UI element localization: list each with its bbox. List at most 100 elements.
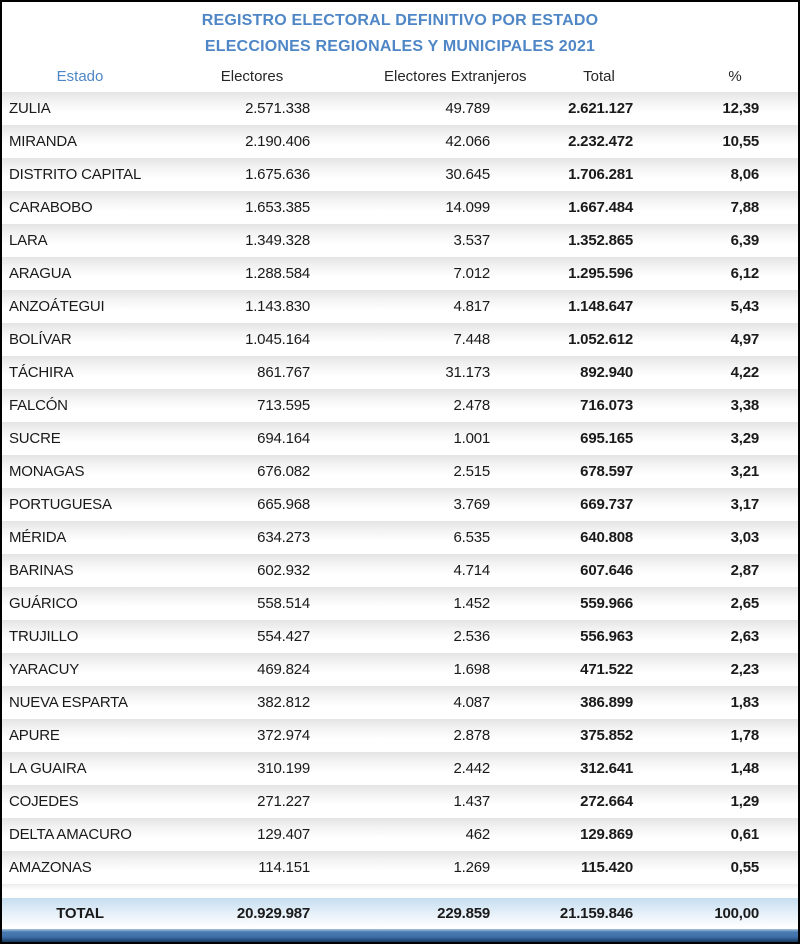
table-row: LA GUAIRA 310.199 2.442 312.641 1,48 — [2, 752, 798, 785]
extranjeros-cell: 1.452 — [453, 595, 490, 612]
state-name-cell: MIRANDA — [9, 133, 77, 150]
total-cell: 471.522 — [580, 661, 633, 678]
state-name-cell: ZULIA — [9, 100, 51, 117]
column-header-total: Total — [583, 67, 615, 85]
percent-cell: 3,29 — [730, 430, 760, 447]
percent-cell: 10,55 — [722, 133, 759, 150]
total-cell: 1.667.484 — [568, 199, 633, 216]
percent-cell: 3,38 — [730, 397, 760, 414]
total-cell: 1.352.865 — [568, 232, 633, 249]
percent-cell: 1,83 — [730, 694, 760, 711]
table-row: BOLÍVAR 1.045.164 7.448 1.052.612 4,97 — [2, 323, 798, 356]
percent-cell: 7,88 — [730, 199, 760, 216]
table-row: BARINAS 602.932 4.714 607.646 2,87 — [2, 554, 798, 587]
state-name-cell: ARAGUA — [9, 265, 72, 282]
electores-cell: 271.227 — [257, 793, 310, 810]
percent-cell: 4,22 — [730, 364, 760, 381]
table-row: ZULIA 2.571.338 49.789 2.621.127 12,39 — [2, 92, 798, 125]
total-cell: 312.641 — [580, 760, 633, 777]
column-header-electores: Electores — [220, 67, 284, 85]
percent-cell: 0,55 — [730, 859, 760, 876]
table-footer: TOTAL 20.929.987 229.859 21.159.846 100,… — [2, 884, 798, 929]
electores-cell: 1.045.164 — [245, 331, 310, 348]
percent-cell: 1,29 — [730, 793, 760, 810]
extranjeros-cell: 4.714 — [453, 562, 490, 579]
electores-cell: 554.427 — [257, 628, 310, 645]
state-name-cell: COJEDES — [9, 793, 79, 810]
extranjeros-cell: 30.645 — [445, 166, 490, 183]
electores-cell: 469.824 — [257, 661, 310, 678]
table-body: ZULIA 2.571.338 49.789 2.621.127 12,39 MIRAND… — [2, 92, 798, 884]
column-header-electores-extranjeros: Electores Extranjeros — [384, 67, 527, 85]
extranjeros-cell: 49.789 — [445, 100, 490, 117]
total-cell: 892.940 — [580, 364, 633, 381]
percent-cell: 2,63 — [730, 628, 760, 645]
extranjeros-cell: 7.448 — [453, 331, 490, 348]
total-cell: 1.295.596 — [568, 265, 633, 282]
electores-cell: 634.273 — [257, 529, 310, 546]
total-percent-cell: 100,00 — [714, 905, 759, 922]
electores-cell: 310.199 — [257, 760, 310, 777]
extranjeros-cell: 3.769 — [453, 496, 490, 513]
extranjeros-cell: 4.087 — [453, 694, 490, 711]
total-total-cell: 21.159.846 — [559, 905, 633, 922]
state-name-cell: SUCRE — [9, 430, 61, 447]
header-row: Estado Electores Electores Extranjeros T… — [2, 60, 798, 92]
extranjeros-cell: 6.535 — [453, 529, 490, 546]
state-name-cell: NUEVA ESPARTA — [9, 694, 128, 711]
total-cell: 375.852 — [580, 727, 633, 744]
table-row: FALCÓN 713.595 2.478 716.073 3,38 — [2, 389, 798, 422]
table-row: MONAGAS 676.082 2.515 678.597 3,21 — [2, 455, 798, 488]
total-cell: 695.165 — [580, 430, 633, 447]
column-header-percent: % — [728, 67, 742, 85]
percent-cell: 3,17 — [730, 496, 760, 513]
total-label-cell: TOTAL — [56, 905, 104, 922]
percent-cell: 2,23 — [730, 661, 760, 678]
percent-cell: 12,39 — [722, 100, 759, 117]
table-row: CARABOBO 1.653.385 14.099 1.667.484 7,88 — [2, 191, 798, 224]
percent-cell: 4,97 — [730, 331, 760, 348]
page-subtitle: ELECCIONES REGIONALES Y MUNICIPALES 2021 — [204, 38, 596, 55]
state-name-cell: TÁCHIRA — [9, 364, 74, 381]
table-row: ANZOÁTEGUI 1.143.830 4.817 1.148.647 5,43 — [2, 290, 798, 323]
bottom-accent-bar — [2, 929, 798, 942]
total-cell: 386.899 — [580, 694, 633, 711]
percent-cell: 5,43 — [730, 298, 760, 315]
percent-cell: 6,39 — [730, 232, 760, 249]
electoral-registry-table: Estado Electores Electores Extranjeros T… — [2, 60, 798, 929]
total-cell: 272.664 — [580, 793, 633, 810]
electores-cell: 1.349.328 — [245, 232, 310, 249]
state-name-cell: PORTUGUESA — [9, 496, 112, 513]
percent-cell: 3,03 — [730, 529, 760, 546]
table-row: YARACUY 469.824 1.698 471.522 2,23 — [2, 653, 798, 686]
extranjeros-cell: 462 — [465, 826, 491, 843]
electores-cell: 114.151 — [258, 859, 310, 876]
table-row: DISTRITO CAPITAL 1.675.636 30.645 1.706.281… — [2, 158, 798, 191]
state-name-cell: YARACUY — [9, 661, 80, 678]
extranjeros-cell: 3.537 — [453, 232, 490, 249]
total-cell: 2.621.127 — [568, 100, 633, 117]
state-name-cell: AMAZONAS — [9, 859, 92, 876]
total-cell: 115.420 — [581, 859, 633, 876]
percent-cell: 2,65 — [730, 595, 760, 612]
total-cell: 716.073 — [580, 397, 633, 414]
electores-cell: 665.968 — [257, 496, 310, 513]
electores-cell: 676.082 — [257, 463, 310, 480]
electores-cell: 382.812 — [257, 694, 310, 711]
extranjeros-cell: 7.012 — [453, 265, 490, 282]
table-row: MÉRIDA 634.273 6.535 640.808 3,03 — [2, 521, 798, 554]
state-name-cell: ANZOÁTEGUI — [9, 298, 105, 315]
table-row: PORTUGUESA 665.968 3.769 669.737 3,17 — [2, 488, 798, 521]
state-name-cell: MONAGAS — [9, 463, 85, 480]
state-name-cell: TRUJILLO — [9, 628, 79, 645]
column-header-estado: Estado — [56, 67, 104, 85]
total-extranjeros-cell: 229.859 — [437, 905, 490, 922]
page-title: REGISTRO ELECTORAL DEFINITIVO POR ESTADO — [201, 12, 599, 29]
electores-cell: 1.675.636 — [245, 166, 310, 183]
total-cell: 669.737 — [580, 496, 633, 513]
percent-cell: 1,48 — [730, 760, 760, 777]
extranjeros-cell: 1.001 — [453, 430, 490, 447]
extranjeros-cell: 1.437 — [453, 793, 490, 810]
state-name-cell: LARA — [9, 232, 48, 249]
